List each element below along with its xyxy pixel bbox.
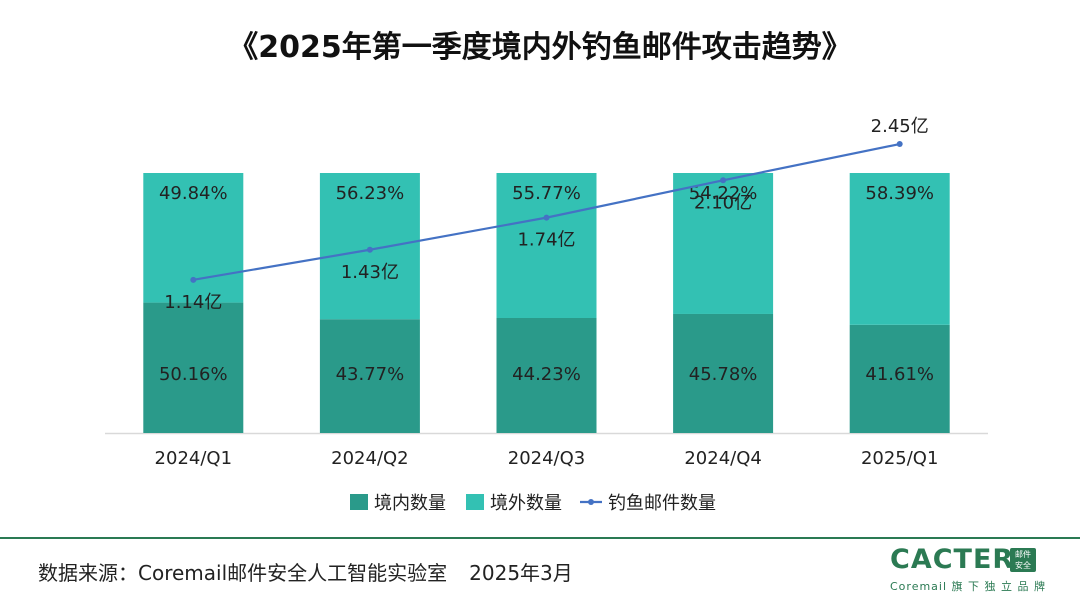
- legend-swatch-domestic: [350, 494, 368, 510]
- label-domestic-2024/Q3: 44.23%: [512, 364, 581, 385]
- legend-label-foreign: 境外数量: [490, 493, 562, 514]
- bar-domestic-2025/Q1: [849, 324, 950, 433]
- logo-badge-line1: 邮件: [1015, 550, 1031, 559]
- logo-badge-line2: 安全: [1015, 561, 1031, 570]
- legend-swatch-line-marker: [588, 499, 594, 505]
- stacked-bar-line-chart: 49.84% 50.16% 2024/Q1 56.23% 43.77% 2024/Q2 55…: [105, 116, 988, 514]
- point-phishing-2025/Q1: [896, 141, 903, 148]
- point-phishing-2024/Q2: [366, 246, 373, 253]
- x-tick-label-2024/Q2: 2024/Q2: [331, 448, 409, 469]
- bar-domestic-2024/Q2: [319, 319, 420, 433]
- legend-label-phishing: 钓鱼邮件数量: [608, 493, 716, 514]
- point-phishing-2024/Q4: [720, 177, 727, 184]
- logo-badge: 邮件 安全: [1010, 548, 1036, 572]
- source-date: 2025年3月: [469, 561, 573, 585]
- label-foreign-2024/Q1: 49.84%: [159, 183, 228, 204]
- bar-foreign-2025/Q1: [849, 173, 950, 325]
- label-domestic-2024/Q1: 50.16%: [159, 364, 228, 385]
- legend-swatch-foreign: [466, 494, 484, 510]
- x-tick-label-2025/Q1: 2025/Q1: [861, 448, 939, 469]
- bar-foreign-2024/Q4: [673, 173, 774, 314]
- bar-foreign-2024/Q2: [319, 173, 420, 320]
- logo-tagline: Coremail 旗 下 独 立 品 牌: [890, 580, 1047, 593]
- logo-wordmark: CACTER: [890, 544, 1015, 575]
- legend-label-domestic: 境内数量: [374, 493, 446, 514]
- footer-divider: [0, 537, 1080, 539]
- label-foreign-2025/Q1: 58.39%: [865, 183, 934, 204]
- label-phishing-2025/Q1: 2.45亿: [871, 116, 929, 137]
- label-phishing-2024/Q1: 1.14亿: [164, 292, 222, 313]
- label-phishing-2024/Q4: 2.10亿: [694, 192, 752, 213]
- label-foreign-2024/Q4: 54.22%: [689, 183, 758, 204]
- label-domestic-2024/Q4: 45.78%: [689, 364, 758, 385]
- label-domestic-2024/Q2: 43.77%: [336, 364, 405, 385]
- label-foreign-2024/Q2: 56.23%: [336, 183, 405, 204]
- page-title: 《2025年第一季度境内外钓鱼邮件攻击趋势》: [228, 30, 852, 65]
- cacter-logo: CACTER 邮件 安全 Coremail 旗 下 独 立 品 牌: [882, 544, 1045, 594]
- label-domestic-2025/Q1: 41.61%: [865, 364, 934, 385]
- label-phishing-2024/Q2: 1.43亿: [341, 262, 399, 283]
- bar-domestic-2024/Q3: [496, 318, 597, 433]
- x-tick-label-2024/Q4: 2024/Q4: [684, 448, 762, 469]
- bar-foreign-2024/Q3: [496, 173, 597, 319]
- bar-domestic-2024/Q4: [673, 313, 774, 433]
- bar-domestic-2024/Q1: [143, 302, 244, 433]
- data-source-note: 数据来源：Coremail邮件安全人工智能实验室 2025年3月: [38, 557, 573, 586]
- x-tick-label-2024/Q3: 2024/Q3: [508, 448, 586, 469]
- point-phishing-2024/Q1: [190, 276, 197, 283]
- source-text: 数据来源：Coremail邮件安全人工智能实验室: [38, 561, 448, 585]
- x-tick-label-2024/Q1: 2024/Q1: [155, 448, 233, 469]
- label-foreign-2024/Q3: 55.77%: [512, 183, 581, 204]
- point-phishing-2024/Q3: [543, 214, 550, 221]
- label-phishing-2024/Q3: 1.74亿: [517, 230, 575, 251]
